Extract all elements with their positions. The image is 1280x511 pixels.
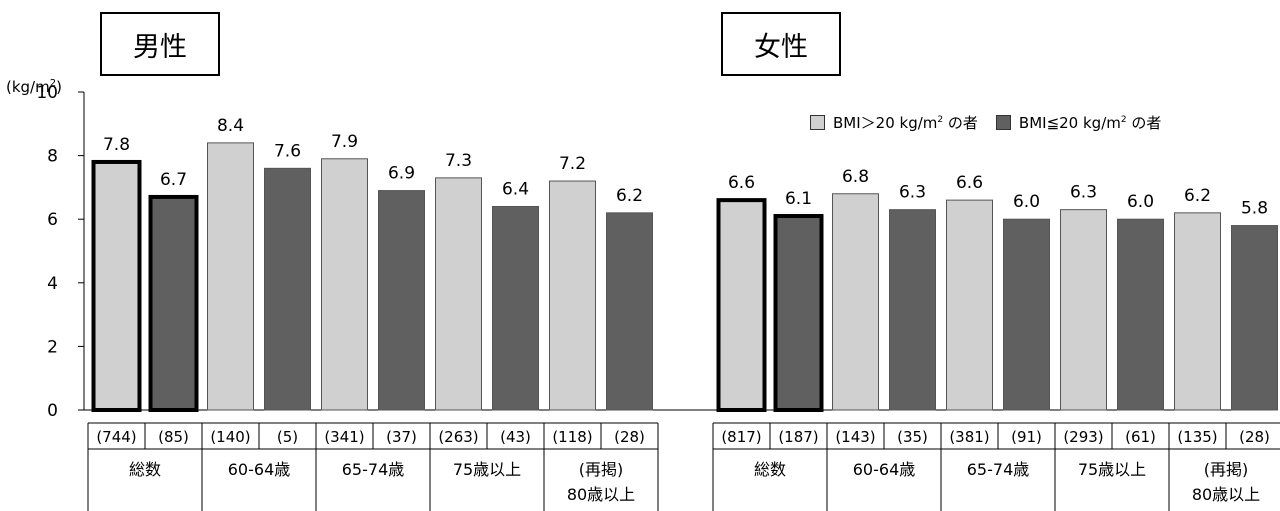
category-label: 65-74歳: [967, 460, 1030, 479]
bar-bmi-under-20: [1003, 218, 1050, 411]
category-label: (再掲): [579, 460, 624, 479]
legend: BMI＞20 kg/m2 の者 BMI≦20 kg/m2 の者: [810, 112, 1179, 133]
category-label: 75歳以上: [1078, 460, 1146, 479]
bar-value-label: 6.8: [842, 167, 869, 187]
bar-bmi-over-20: [435, 177, 482, 411]
bar-bmi-over-20: [832, 193, 879, 411]
sample-size-label: (293): [1063, 428, 1103, 446]
legend-swatch-dark: [995, 115, 1011, 130]
bar-value-label: 6.6: [956, 173, 983, 193]
bar-value-label: 5.8: [1241, 199, 1268, 219]
bar-value-label: 6.6: [728, 173, 755, 193]
bar-value-label: 6.3: [899, 183, 926, 203]
bar-value-label: 7.2: [559, 154, 586, 174]
bar-bmi-under-20: [264, 167, 311, 411]
panel-title-female: 女性: [721, 12, 841, 76]
sample-size-label: (5): [277, 428, 298, 446]
y-tick-label: 6: [47, 210, 58, 230]
category-label: 65-74歳: [342, 460, 405, 479]
bar-bmi-under-20: [1231, 225, 1278, 411]
bar-value-label: 6.0: [1127, 192, 1154, 212]
sample-size-label: (187): [778, 428, 818, 446]
sample-size-label: (91): [1011, 428, 1042, 446]
category-label: 75歳以上: [453, 460, 521, 479]
bar-bmi-over-20: [946, 199, 993, 411]
sample-size-label: (341): [324, 428, 364, 446]
sample-size-label: (263): [438, 428, 478, 446]
sample-size-label: (381): [949, 428, 989, 446]
bar-value-label: 7.8: [103, 135, 130, 155]
bar-value-label: 6.7: [160, 170, 187, 190]
bar-value-label: 6.4: [502, 179, 529, 199]
category-label: 総数: [129, 460, 161, 479]
y-tick-label: 10: [36, 83, 58, 103]
sample-size-label: (744): [96, 428, 136, 446]
y-tick-label: 0: [47, 401, 58, 421]
sample-size-label: (28): [614, 428, 645, 446]
bar-value-label: 6.2: [616, 186, 643, 206]
category-label: 80歳以上: [1192, 485, 1260, 504]
sample-size-label: (143): [835, 428, 875, 446]
sample-size-label: (37): [386, 428, 417, 446]
sample-size-label: (140): [210, 428, 250, 446]
legend-item-bmi-under-20: BMI≦20 kg/m2 の者: [995, 112, 1162, 133]
sample-size-label: (817): [721, 428, 761, 446]
category-label: (再掲): [1204, 460, 1249, 479]
y-axis-unit-label: (kg/m2): [6, 78, 62, 96]
category-label: 総数: [754, 460, 786, 479]
category-label: 60-64歳: [228, 460, 291, 479]
y-tick-label: 2: [47, 337, 58, 357]
legend-item-bmi-over-20: BMI＞20 kg/m2 の者: [810, 112, 978, 133]
bar-bmi-under-20: [492, 205, 539, 411]
legend-label-bmi-under-20: BMI≦20 kg/m2 の者: [1018, 114, 1162, 132]
bar-value-label: 6.1: [785, 189, 812, 209]
category-label: 60-64歳: [853, 460, 916, 479]
bar-value-label: 6.2: [1184, 186, 1211, 206]
bar-bmi-under-20: [889, 209, 936, 411]
sample-size-label: (118): [552, 428, 592, 446]
sample-size-label: (135): [1177, 428, 1217, 446]
legend-swatch-light: [810, 115, 825, 130]
bar-bmi-over-20: [91, 159, 142, 412]
bar-value-label: 6.0: [1013, 192, 1040, 212]
bar-bmi-under-20: [148, 194, 199, 412]
y-tick-label: 8: [47, 147, 58, 167]
bar-value-label: 7.3: [445, 151, 472, 171]
bar-value-label: 7.9: [331, 132, 358, 152]
sample-size-label: (35): [897, 428, 928, 446]
bar-bmi-under-20: [773, 214, 824, 412]
bar-bmi-over-20: [321, 158, 368, 411]
bar-value-label: 7.6: [274, 141, 301, 161]
sample-size-label: (43): [500, 428, 531, 446]
bar-bmi-over-20: [549, 180, 596, 411]
sample-size-label: (28): [1239, 428, 1270, 446]
bar-value-label: 6.9: [388, 164, 415, 184]
bar-bmi-under-20: [1117, 218, 1164, 411]
bar-bmi-over-20: [1174, 212, 1221, 411]
bar-value-label: 8.4: [217, 116, 244, 136]
sample-size-label: (85): [158, 428, 189, 446]
category-label: 80歳以上: [567, 485, 635, 504]
bar-bmi-over-20: [207, 142, 254, 411]
bar-bmi-under-20: [606, 212, 653, 411]
bar-bmi-over-20: [716, 198, 767, 412]
sample-size-label: (61): [1125, 428, 1156, 446]
bar-bmi-over-20: [1060, 209, 1107, 411]
bar-value-label: 6.3: [1070, 183, 1097, 203]
y-tick-label: 4: [47, 274, 58, 294]
bar-bmi-under-20: [378, 190, 425, 411]
legend-label-bmi-over-20: BMI＞20 kg/m2 の者: [833, 114, 978, 132]
panel-title-male: 男性: [100, 12, 220, 76]
